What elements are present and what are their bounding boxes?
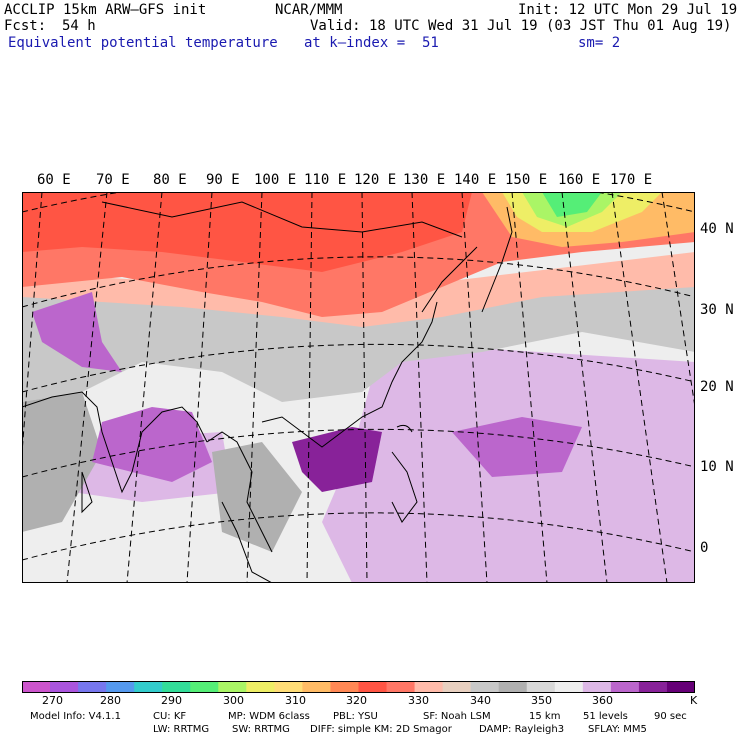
colorbar-tick: 320 <box>346 694 367 707</box>
surface-scheme: SF: Noah LSM <box>423 711 491 722</box>
lon-label: 100 E <box>254 172 297 188</box>
colorbar-cell <box>134 681 163 693</box>
gray-band <box>22 392 102 532</box>
colorbar-cell <box>78 681 107 693</box>
colorbar-tick: 310 <box>285 694 306 707</box>
gray-band <box>212 442 302 552</box>
green-zone <box>542 192 602 217</box>
lat-label: 40 N <box>700 221 734 237</box>
grid-spacing: 15 km <box>529 711 561 722</box>
lat-label: 10 N <box>700 459 734 475</box>
timestep: 90 sec <box>654 711 687 722</box>
colorbar-cell <box>498 681 528 693</box>
gray-band <box>22 282 695 402</box>
lat-label: 20 N <box>700 379 734 395</box>
model-title: ACCLIP 15km ARW–GFS init <box>4 2 207 18</box>
colorbar-cell <box>246 681 275 693</box>
purple-convection <box>292 427 382 492</box>
level-index: at k–index = 51 <box>304 35 439 51</box>
colorbar-tick: 270 <box>42 694 63 707</box>
colorbar-cell <box>218 681 247 693</box>
lon-label: 150 E <box>505 172 548 188</box>
colorbar-cell <box>330 681 359 693</box>
lon-label: 160 E <box>558 172 601 188</box>
diffusion-scheme: DIFF: simple KM: 2D Smagor <box>310 724 452 735</box>
colorbar-tick: 350 <box>531 694 552 707</box>
coastlines <box>22 201 513 583</box>
theta-e-map <box>22 192 695 583</box>
lon-label: 170 E <box>610 172 653 188</box>
colorbar-cell <box>50 681 79 693</box>
colorbar-cell <box>442 681 472 693</box>
lon-label: 140 E <box>454 172 497 188</box>
colorbar-tick: 360 <box>592 694 613 707</box>
valid-time: Valid: 18 UTC Wed 31 Jul 19 (03 JST Thu … <box>310 18 732 34</box>
lat-label: 0 <box>700 540 709 556</box>
organization: NCAR/MMM <box>275 2 343 18</box>
colorbar <box>22 681 695 693</box>
lon-label: 90 E <box>206 172 240 188</box>
colorbar-cell <box>386 681 416 693</box>
smoothing: sm= 2 <box>578 35 621 51</box>
longwave-scheme: LW: RRTMG <box>153 724 210 735</box>
colorbar-cell <box>22 681 51 693</box>
red-zone-dark <box>22 192 472 272</box>
shortwave-scheme: SW: RRTMG <box>232 724 290 735</box>
colorbar-tick: 340 <box>470 694 491 707</box>
colorbar-cell <box>190 681 219 693</box>
colorbar-cell <box>358 681 388 693</box>
colorbar-cell <box>582 681 612 693</box>
colorbar-unit: K <box>690 694 698 707</box>
cumulus-scheme: CU: KF <box>153 711 187 722</box>
lon-label: 80 E <box>153 172 187 188</box>
colorbar-tick: 300 <box>223 694 244 707</box>
colorbar-cell <box>106 681 135 693</box>
purple-convection <box>452 417 582 477</box>
colorbar-cell <box>274 681 303 693</box>
forecast-label: Fcst: <box>4 18 47 34</box>
model-info: Model Info: V4.1.1 <box>30 711 121 722</box>
graticule <box>22 192 695 583</box>
surface-layer-scheme: SFLAY: MM5 <box>588 724 647 735</box>
purple-convection <box>92 407 212 482</box>
colorbar-cell <box>470 681 500 693</box>
pbl-scheme: PBL: YSU <box>333 711 378 722</box>
lon-label: 130 E <box>403 172 446 188</box>
colorbar-cell <box>526 681 556 693</box>
colorbar-tick: 290 <box>161 694 182 707</box>
colorbar-tick: 280 <box>100 694 121 707</box>
colorbar-cell <box>610 681 640 693</box>
damping-scheme: DAMP: Rayleigh3 <box>479 724 565 735</box>
forecast-hour: 54 h <box>62 18 96 34</box>
lat-label: 30 N <box>700 302 734 318</box>
microphysics-scheme: MP: WDM 6class <box>228 711 310 722</box>
vertical-levels: 51 levels <box>583 711 628 722</box>
colorbar-cell <box>302 681 331 693</box>
init-time: Init: 12 UTC Mon 29 Jul 19 <box>518 2 738 18</box>
lon-label: 60 E <box>37 172 71 188</box>
field-name: Equivalent potential temperature <box>8 35 278 51</box>
map-border <box>22 192 695 583</box>
lon-label: 70 E <box>96 172 130 188</box>
colorbar-cell <box>666 681 695 693</box>
colorbar-cell <box>554 681 584 693</box>
colorbar-cell <box>638 681 668 693</box>
purple-convection <box>32 292 122 372</box>
colorbar-tick: 330 <box>408 694 429 707</box>
lon-label: 110 E <box>304 172 347 188</box>
colorbar-cell <box>414 681 444 693</box>
colorbar-cell <box>162 681 191 693</box>
lon-label: 120 E <box>354 172 397 188</box>
